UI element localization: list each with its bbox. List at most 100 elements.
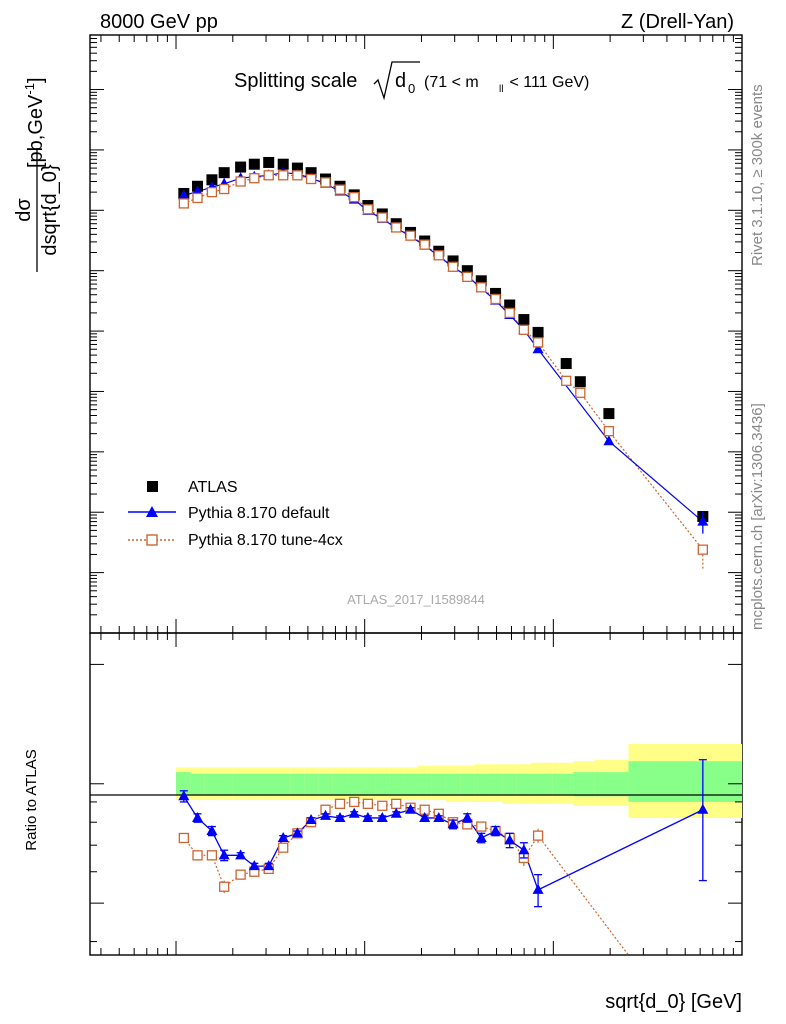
default-point [532, 343, 544, 354]
atlas-point [277, 158, 289, 170]
ratio-band-inner [552, 773, 574, 795]
ratio-point-tune-4cx [278, 842, 289, 853]
atlas-point [490, 287, 502, 299]
tune-4cx-point [603, 426, 615, 437]
ratio-point-default [291, 827, 303, 838]
ratio-band-inner [573, 772, 595, 797]
ratio-point-default [390, 807, 402, 818]
ratio-axis-ticks [90, 663, 742, 943]
ratio-point-tune-4cx [391, 798, 402, 809]
tune-4cx-point [263, 170, 274, 181]
main-y-fraction: dσ dsqrt{d_0} [13, 148, 61, 272]
atlas-point [475, 275, 487, 287]
legend-label-default: Pythia 8.170 default [188, 505, 330, 522]
header-left: 8000 GeV pp [100, 11, 218, 33]
tune-4cx-point [447, 261, 459, 272]
main-axis-ticks [90, 34, 742, 634]
tune-4cx-point [292, 170, 303, 181]
tune-4cx-point [490, 293, 501, 305]
atlas-point [248, 158, 260, 170]
ratio-band-inner [332, 773, 348, 795]
tune-4cx-point [305, 173, 317, 185]
ratio-band-inner [403, 773, 418, 795]
legend-marker-atlas [147, 481, 158, 492]
legend-label-tune: Pythia 8.170 tune-4cx [188, 532, 343, 549]
ratio-point-default [305, 814, 317, 825]
ratio-point-tune-4cx [219, 881, 230, 892]
tune-4cx-point [405, 230, 416, 241]
ratio-band-inner [176, 772, 191, 795]
ratio-point-default [490, 825, 502, 836]
tune-4cx-point [320, 177, 331, 188]
ratio-band-inner [290, 773, 305, 795]
atlas-point [532, 326, 544, 338]
ratio-point-default [206, 825, 218, 836]
atlas-point [447, 255, 459, 267]
series-line-default [183, 172, 704, 523]
ratio-point-default [263, 860, 275, 871]
tune-4cx-point [362, 204, 374, 215]
ratio-band-inner [347, 773, 362, 795]
ratio-band-inner [431, 773, 446, 795]
ratio-point-default [697, 803, 709, 814]
analysis-watermark: ATLAS_2017_I1589844 [347, 592, 485, 607]
atlas-point [560, 358, 572, 370]
header-right: Z (Drell-Yan) [621, 11, 734, 33]
ratio-band-inner [460, 773, 475, 795]
ylabel-denominator: dsqrt{d_0} [39, 164, 61, 256]
ratio-point-default [532, 883, 544, 894]
plot-title-cut-sub: ll [499, 84, 503, 95]
ratio-point-tune-4cx [362, 798, 374, 809]
ratio-point-default [461, 811, 473, 822]
ratio-band-inner [474, 773, 489, 795]
ratio-plot-marks [178, 759, 709, 956]
legend: ATLAS Pythia 8.170 default Pythia 8.170 … [128, 479, 343, 549]
atlas-point [574, 376, 586, 388]
ratio-point-default [518, 844, 530, 855]
ratio-point-default [218, 849, 230, 860]
ratio-point-default [419, 811, 431, 822]
tune-4cx-point [349, 192, 360, 203]
plot-title-cut-end: < 111 GeV) [505, 74, 589, 91]
ratio-band-inner [516, 773, 531, 795]
ratio-band-inner [204, 773, 219, 795]
ratio-band-inner [445, 773, 461, 795]
atlas-point [603, 408, 615, 420]
ratio-band-inner [247, 773, 262, 795]
ratio-band-inner [361, 773, 376, 795]
ratio-point-default [405, 803, 417, 814]
ratio-band-inner [628, 761, 742, 802]
atlas-point [235, 161, 247, 173]
ratio-point-default [376, 811, 388, 822]
tune-4cx-point [278, 170, 289, 181]
series-line-tune-4cx [183, 174, 704, 551]
ratio-point-default [248, 860, 260, 871]
legend-marker-default [146, 506, 158, 517]
plot-title-symbol-sub: 0 [408, 81, 415, 96]
tune-4cx-point [575, 387, 586, 398]
atlas-point [206, 174, 218, 186]
ratio-point-tune-4cx [349, 796, 360, 808]
ratio-point-default [362, 811, 374, 822]
ratio-point-default [192, 811, 204, 822]
plot-title: Splitting scale d 0 (71 < m ll < 111 GeV… [234, 61, 589, 101]
ratio-point-tune-4cx [476, 821, 487, 832]
ratio-band-inner [488, 773, 503, 795]
ratio-band-inner [417, 773, 432, 795]
mcplots-label: mcplots.cern.ch [arXiv:1306.3436] [749, 403, 766, 630]
tune-4cx-point [518, 324, 530, 335]
tune-4cx-point [419, 239, 430, 250]
ratio-band-inner [594, 772, 629, 797]
tune-4cx-point [249, 173, 260, 184]
tune-4cx-point [377, 212, 388, 223]
main-plot-marks [178, 156, 709, 570]
ratio-band-inner [502, 773, 517, 795]
tune-4cx-point [219, 183, 230, 195]
ratio-band-inner [318, 773, 333, 795]
ratio-point-tune-4cx [377, 800, 388, 811]
ratio-point-tune-4cx [235, 869, 246, 880]
ylabel-numerator: dσ [13, 198, 35, 222]
ratio-point-tune-4cx [334, 798, 346, 809]
tune-4cx-point [504, 307, 515, 319]
ratio-point-default [433, 811, 445, 822]
